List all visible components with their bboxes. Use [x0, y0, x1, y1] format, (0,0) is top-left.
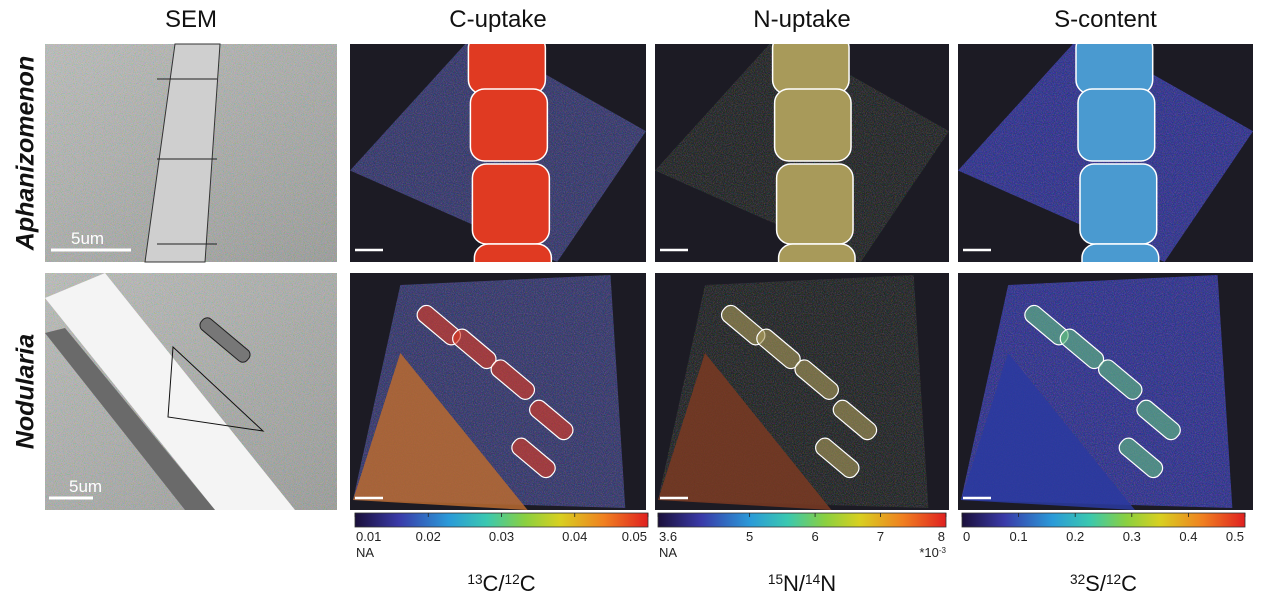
superscript: 13 — [467, 572, 482, 587]
colorbar-tick-label: 8 — [938, 529, 945, 544]
colorbar-tick-label: 0.2 — [1066, 529, 1084, 544]
na-label: NA — [356, 545, 374, 560]
colorbar-tick-label: 7 — [877, 529, 884, 544]
column-title: SEM — [165, 6, 217, 33]
scale-bar-label: 5um — [69, 477, 102, 496]
superscript: -3 — [939, 546, 947, 555]
colorbar — [658, 513, 946, 527]
text-part: C/ — [483, 571, 506, 596]
image-panel — [958, 273, 1253, 510]
figure: SEM C-uptake N-uptake S-content Aphanizomeno… — [0, 0, 1262, 601]
colorbar-tick-label: 0.04 — [562, 529, 587, 544]
text-part: N — [820, 571, 836, 596]
colorbar-tick-label: 5 — [746, 529, 753, 544]
image-panel — [655, 273, 949, 510]
image-panel — [350, 273, 646, 510]
colorbar-tick-label: 0.03 — [489, 529, 514, 544]
colorbar-tick-label: 0.02 — [416, 529, 441, 544]
superscript: 15 — [768, 572, 783, 587]
image-panel: 5um — [45, 273, 337, 510]
text-part: *10 — [919, 545, 939, 560]
column-title: C-uptake — [449, 6, 546, 33]
superscript: 32 — [1070, 572, 1085, 587]
colorbar-tick-label: 0.05 — [622, 529, 647, 544]
superscript: 14 — [805, 572, 821, 587]
colorbar-tick-label: 3.6 — [659, 529, 677, 544]
column-title: N-uptake — [753, 6, 850, 33]
colorbar-tick-label: 0.1 — [1010, 529, 1028, 544]
image-panel: 5um — [45, 44, 337, 262]
superscript: 12 — [1106, 572, 1121, 587]
cell — [1080, 164, 1157, 244]
colorbar-label: 32S/12C — [1070, 571, 1137, 596]
colorbar-tick-label: 0.4 — [1179, 529, 1197, 544]
na-label: NA — [659, 545, 677, 560]
colorbar-tick-label: 0.5 — [1226, 529, 1244, 544]
colorbar-tick-label: 0.3 — [1123, 529, 1141, 544]
text-part: C — [1121, 571, 1137, 596]
cell — [773, 34, 849, 94]
colorbar-tick-label: 6 — [811, 529, 818, 544]
cell — [1078, 89, 1155, 161]
cell — [472, 164, 549, 244]
colorbar-tick-label: 0 — [963, 529, 970, 544]
colorbar-label: 15N/14N — [768, 571, 836, 596]
colorbar-tick-label: 0.01 — [356, 529, 381, 544]
scale-bar-label: 5um — [71, 229, 104, 248]
column-title: S-content — [1054, 6, 1157, 33]
cell — [468, 34, 545, 94]
cell — [775, 89, 851, 161]
row-label: Nodularia — [12, 334, 40, 449]
colorbar — [962, 513, 1245, 527]
cell — [1076, 34, 1153, 94]
cell — [777, 164, 853, 244]
multiplier-label: *10-3 — [919, 545, 946, 560]
text-part: C — [520, 571, 536, 596]
row-label: Aphanizomenon — [12, 56, 40, 251]
cell — [470, 89, 547, 161]
text-part: S/ — [1085, 571, 1107, 596]
colorbar-label: 13C/12C — [467, 571, 535, 596]
superscript: 12 — [505, 572, 520, 587]
text-part: N/ — [783, 571, 806, 596]
